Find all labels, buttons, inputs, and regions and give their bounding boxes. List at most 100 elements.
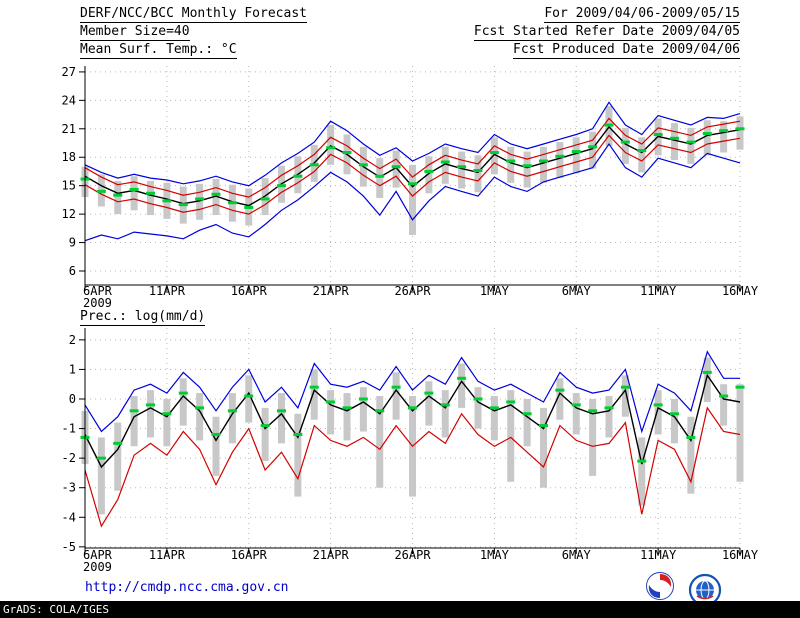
x-tick-label: 1MAY (480, 284, 510, 298)
forecast-period: For 2009/04/06-2009/05/15 (544, 6, 740, 23)
y-tick-label: 1 (69, 362, 76, 376)
ensemble-spread-bar (540, 407, 547, 488)
series-ensemble-mean (84, 373, 741, 469)
ensemble-spread-bar (523, 399, 531, 447)
series-ensemble-min (84, 406, 741, 528)
ensemble-spread-bar (147, 390, 154, 438)
y-tick-label: 6 (69, 264, 76, 278)
ensemble-spread-bar (720, 121, 728, 153)
precipitation-chart-title: Prec.: log(mm/d) (80, 309, 206, 326)
series-upper-quartile (84, 117, 741, 198)
ensemble-spread-bar (703, 357, 711, 402)
ensemble-spread-bar (572, 393, 580, 435)
y-tick-label: 27 (62, 65, 76, 79)
ensemble-spread-bar (228, 393, 236, 444)
bcc-red-swirl-icon (660, 574, 672, 587)
y-tick-label: -2 (62, 451, 76, 465)
ensemble-spread-bar (507, 146, 515, 183)
x-tick-label: 11APR (149, 548, 186, 562)
ensemble-spread-bar (736, 384, 744, 482)
series-ensemble-mean (84, 125, 741, 207)
y-tick-label: -4 (62, 510, 76, 524)
ensemble-spread-bar (327, 390, 335, 435)
bcc-blue-swirl-icon (648, 585, 660, 598)
x-tick-label: 16APR (231, 284, 268, 298)
ensemble-spread-bar (458, 151, 466, 189)
ensemble-spread-bar (589, 399, 597, 476)
x-tick-label: 11MAY (640, 284, 677, 298)
y-tick-label: 21 (62, 122, 76, 136)
ensemble-spread-bar (605, 396, 613, 438)
x-year-label: 2009 (83, 296, 112, 310)
ensemble-spread-bar (359, 387, 367, 432)
series-ensemble-max (84, 350, 740, 434)
ensemble-spread-bar (638, 437, 646, 506)
ensemble-spread-bar (556, 142, 564, 179)
x-year-label: 2009 (83, 560, 112, 574)
series-ensemble-max (84, 101, 741, 187)
x-tick-label: 6APR (83, 284, 113, 298)
ensemble-spread-bar (540, 146, 547, 183)
ensemble-spread-bar (572, 137, 580, 174)
y-tick-label: -1 (62, 422, 76, 436)
ensemble-spread-bar (589, 131, 597, 169)
ensemble-spread-bar (310, 369, 318, 420)
grads-credit-label: GrADS: COLA/IGES (3, 603, 109, 616)
ensemble-spread-bar (621, 127, 629, 164)
y-tick-label: -5 (62, 540, 76, 554)
produced-date: Fcst Produced Date 2009/04/06 (513, 42, 740, 59)
y-tick-label: 12 (62, 207, 76, 221)
ensemble-spread-bar (556, 378, 564, 420)
x-tick-label: 6MAY (562, 548, 592, 562)
y-tick-label: 0 (69, 392, 76, 406)
ensemble-spread-bar (196, 183, 204, 220)
x-tick-label: 11APR (149, 284, 186, 298)
x-tick-label: 21APR (313, 284, 350, 298)
ensemble-spread-bar (687, 127, 695, 164)
ensemble-spread-bar (114, 180, 122, 215)
x-tick-label: 16MAY (722, 284, 759, 298)
ensemble-spread-bar (703, 120, 711, 156)
ensemble-spread-bar (392, 372, 400, 420)
ensemble-spread-bar (147, 180, 154, 216)
ensemble-spread-bar (278, 393, 285, 444)
ensemble-spread-bar (327, 125, 335, 165)
ensemble-spread-bar (114, 422, 122, 491)
ensemble-spread-bar (245, 375, 253, 423)
ensemble-spread-bar (654, 390, 662, 435)
ensemble-spread-bar (179, 378, 187, 426)
y-tick-label: 15 (62, 179, 76, 193)
ensemble-spread-bar (425, 381, 433, 426)
ensemble-spread-bar (671, 123, 678, 161)
ensemble-spread-bar (441, 390, 449, 438)
x-tick-label: 11MAY (640, 548, 677, 562)
ensemble-spread-bar (458, 363, 466, 408)
ensemble-spread-bar (523, 151, 531, 188)
ensemble-spread-bar (343, 393, 351, 441)
ensemble-spread-bar (736, 116, 744, 150)
x-tick-label: 6APR (83, 548, 113, 562)
source-url-link[interactable]: http://cmdp.ncc.cma.gov.cn (85, 580, 289, 595)
y-tick-label: -3 (62, 481, 76, 495)
ensemble-spread-bar (409, 164, 416, 235)
ensemble-spread-bar (163, 399, 171, 447)
ensemble-spread-bar (638, 137, 646, 173)
ensemble-spread-bar (130, 176, 138, 211)
y-tick-label: 18 (62, 150, 76, 164)
ensemble-spread-bar (687, 416, 695, 494)
ensemble-spread-bar (671, 399, 678, 444)
x-tick-label: 26APR (394, 548, 431, 562)
series-ensemble-min (84, 142, 741, 242)
ensemble-spread-bar (376, 396, 384, 488)
ensemble-spread-bar (212, 416, 220, 476)
x-tick-label: 26APR (394, 284, 431, 298)
x-tick-label: 16MAY (722, 548, 759, 562)
ensemble-spread-bar (621, 375, 629, 417)
ensemble-spread-bar (490, 137, 498, 175)
x-tick-label: 16APR (231, 548, 268, 562)
temperature-chart-title: Mean Surf. Temp.: °C (80, 42, 237, 59)
ensemble-spread-bar (507, 390, 515, 482)
page-title: DERF/NCC/BCC Monthly Forecast (80, 6, 307, 23)
